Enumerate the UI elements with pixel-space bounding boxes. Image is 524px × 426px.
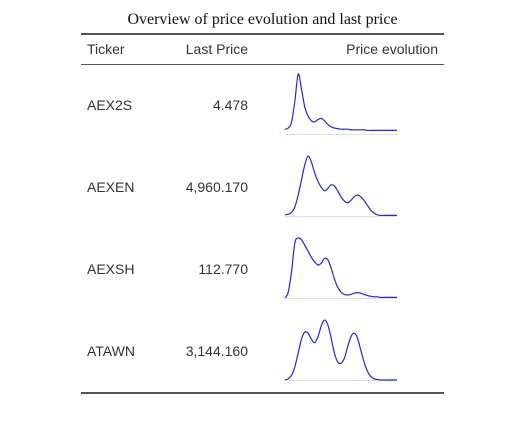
price-evolution-cell — [248, 64, 444, 146]
column-header-price-evolution: Price evolution — [346, 41, 438, 58]
table-caption: Overview of price evolution and last pri… — [81, 0, 444, 35]
price-overview-table-container: Overview of price evolution and last pri… — [81, 0, 444, 394]
price-evolution-sparkline — [284, 73, 397, 136]
last-price-cell: 3,144.160 — [185, 343, 248, 359]
price-evolution-sparkline — [284, 155, 397, 217]
ticker-cell: AEXEN — [87, 179, 135, 195]
column-header-last-price: Last Price — [185, 41, 248, 58]
price-evolution-sparkline — [284, 237, 397, 299]
last-price-cell: 112.770 — [198, 261, 248, 277]
sparkline-line — [284, 73, 397, 132]
price-evolution-cell — [248, 310, 444, 392]
ticker-cell: AEX2S — [87, 97, 133, 114]
table-header: Ticker Last Price Price evolution — [81, 35, 444, 64]
table-row: AEXSH 112.770 — [81, 228, 444, 310]
table-body: AEX2S 4.478 AEXEN 4,960.170 AEXSH 112.77… — [81, 64, 444, 392]
price-overview-table: Ticker Last Price Price evolution AEX2S … — [81, 35, 444, 392]
column-header-ticker: Ticker — [87, 41, 125, 58]
table-row: ATAWN 3,144.160 — [81, 310, 444, 392]
table-row: AEX2S 4.478 — [81, 64, 444, 146]
sparkline-line — [284, 319, 397, 381]
sparkline-line — [284, 237, 397, 299]
header-row: Ticker Last Price Price evolution — [81, 35, 444, 64]
last-price-cell: 4.478 — [212, 97, 248, 114]
last-price-cell: 4,960.170 — [185, 179, 248, 195]
table-bottom-rule — [81, 392, 444, 394]
ticker-cell: ATAWN — [87, 343, 135, 359]
sparkline-line — [284, 155, 397, 217]
price-evolution-cell — [248, 228, 444, 310]
ticker-cell: AEXSH — [87, 261, 135, 277]
price-evolution-sparkline — [284, 319, 397, 381]
price-evolution-cell — [248, 146, 444, 228]
table-row: AEXEN 4,960.170 — [81, 146, 444, 228]
